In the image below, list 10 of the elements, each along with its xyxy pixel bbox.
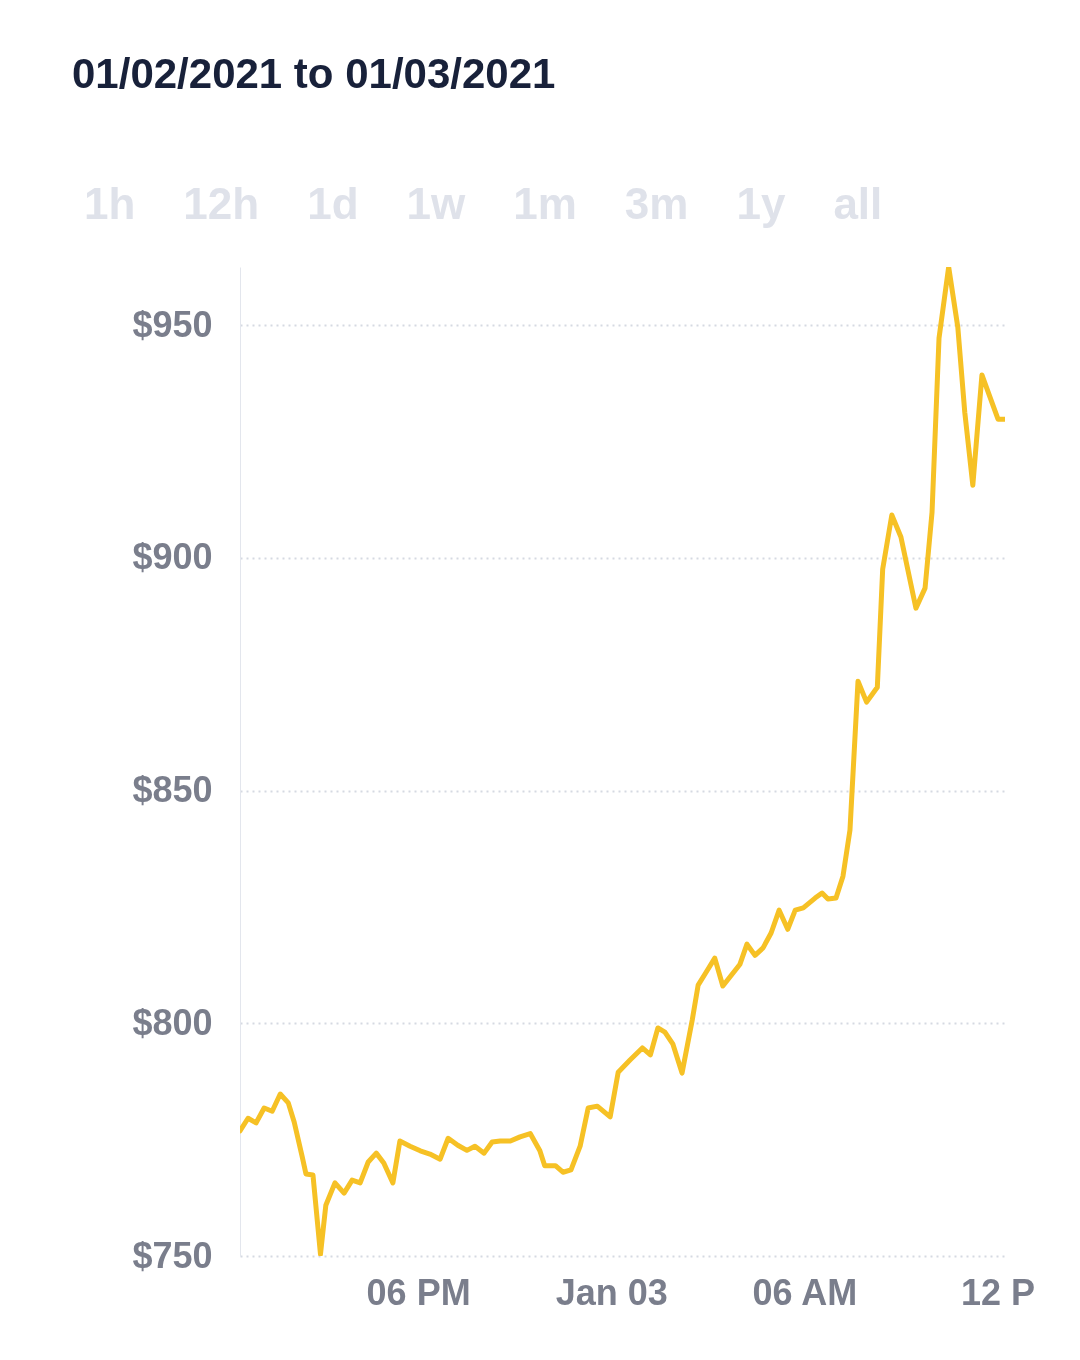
chart-title: 01/02/2021 to 01/03/2021: [72, 50, 556, 98]
y-tick-label: $800: [132, 1001, 213, 1043]
y-tick-label: $950: [132, 303, 213, 345]
y-tick-label: $850: [132, 769, 213, 811]
x-tick-label: 06 PM: [366, 1271, 471, 1313]
x-tick-label: 06 AM: [752, 1271, 858, 1313]
y-tick-label: $900: [132, 536, 213, 578]
x-tick-label: Jan 03: [555, 1271, 668, 1313]
y-tick-label: $750: [132, 1234, 213, 1276]
x-tick-label: 12 P: [960, 1271, 1036, 1313]
